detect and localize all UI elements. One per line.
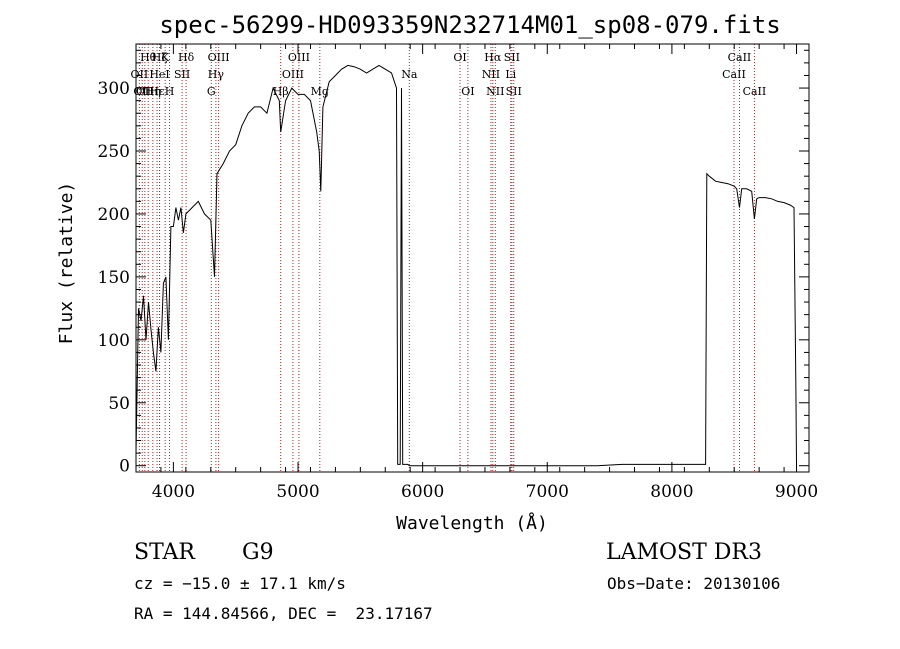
x-tick-label: 4000 — [152, 482, 195, 502]
y-axis-ticks: 0 50 100 150 200 250 300 — [98, 49, 809, 477]
line-marker-label: NII — [482, 68, 500, 81]
line-marker-label: OI — [461, 85, 474, 98]
x-tick-label: 6000 — [401, 482, 444, 502]
line-marker-label: Na — [401, 68, 418, 81]
line-marker-label: G — [207, 85, 216, 98]
x-tick-label: 8000 — [650, 482, 693, 502]
spectrum-line — [135, 64, 797, 467]
chart-title: spec-56299-HD093359N232714M01_sp08-079.f… — [159, 11, 780, 39]
x-tick-label: 9000 — [775, 482, 818, 502]
observation-date: Obs−Date: 20130106 — [607, 574, 781, 593]
y-tick-label: 50 — [108, 394, 130, 414]
y-tick-label: 150 — [98, 268, 130, 288]
object-subclass: G9 — [242, 540, 274, 565]
y-tick-label: 300 — [98, 79, 130, 99]
line-marker-label: Hγ — [208, 68, 225, 81]
line-marker-label: Hε — [149, 85, 165, 98]
line-marker-label: Hθ — [140, 51, 157, 64]
y-tick-label: 250 — [98, 142, 130, 162]
line-marker-label: OI — [453, 51, 466, 64]
line-marker-label: Hα — [484, 51, 502, 64]
spectral-line-markers — [138, 44, 755, 472]
redshift-velocity: cz = −15.0 ± 17.1 km/s — [134, 574, 346, 593]
y-axis-label: Flux (relative) — [56, 182, 77, 345]
x-tick-label: 7000 — [526, 482, 569, 502]
coordinates: RA = 144.84566, DEC = 23.17167 — [134, 604, 433, 623]
line-marker-label: CaII — [722, 68, 746, 81]
line-marker-label: CaII — [743, 85, 767, 98]
survey-name: LAMOST DR3 — [606, 540, 762, 565]
line-marker-label: NII — [486, 85, 504, 98]
spectrum-chart: spec-56299-HD093359N232714M01_sp08-079.f… — [56, 11, 818, 534]
y-tick-label: 200 — [98, 205, 130, 225]
line-marker-label: Hδ — [178, 51, 195, 64]
line-marker-label: Hζ — [152, 51, 168, 64]
line-marker-label: OIII — [288, 51, 310, 64]
object-class: STAR — [134, 540, 195, 565]
x-axis-label: Wavelength (Å) — [396, 512, 548, 534]
plot-frame — [135, 43, 810, 473]
line-marker-label: H — [165, 85, 175, 98]
line-marker-label: OIII — [208, 51, 230, 64]
line-marker-label: CaII — [728, 51, 752, 64]
line-marker-label: K — [161, 51, 170, 64]
line-marker-label: SII — [174, 68, 190, 81]
spectral-line-labels: OIIOIIOIIHθHηHεHζHeIKHSIIHδGHγOIIIHβOIII… — [131, 51, 767, 98]
line-marker-label: OII — [131, 68, 149, 81]
line-marker-label: Mg — [311, 85, 329, 98]
line-marker-label: OIII — [282, 68, 304, 81]
y-tick-label: 0 — [119, 457, 130, 477]
x-axis-ticks: 4000 5000 6000 7000 8000 9000 — [135, 44, 818, 502]
line-marker-label: HeI — [149, 68, 169, 81]
line-marker-label: Hη — [145, 85, 161, 98]
line-marker-label: SII — [506, 85, 522, 98]
x-tick-label: 5000 — [276, 482, 319, 502]
line-marker-label: Li — [505, 68, 516, 81]
line-marker-label: SII — [504, 51, 520, 64]
y-tick-label: 100 — [98, 331, 130, 351]
